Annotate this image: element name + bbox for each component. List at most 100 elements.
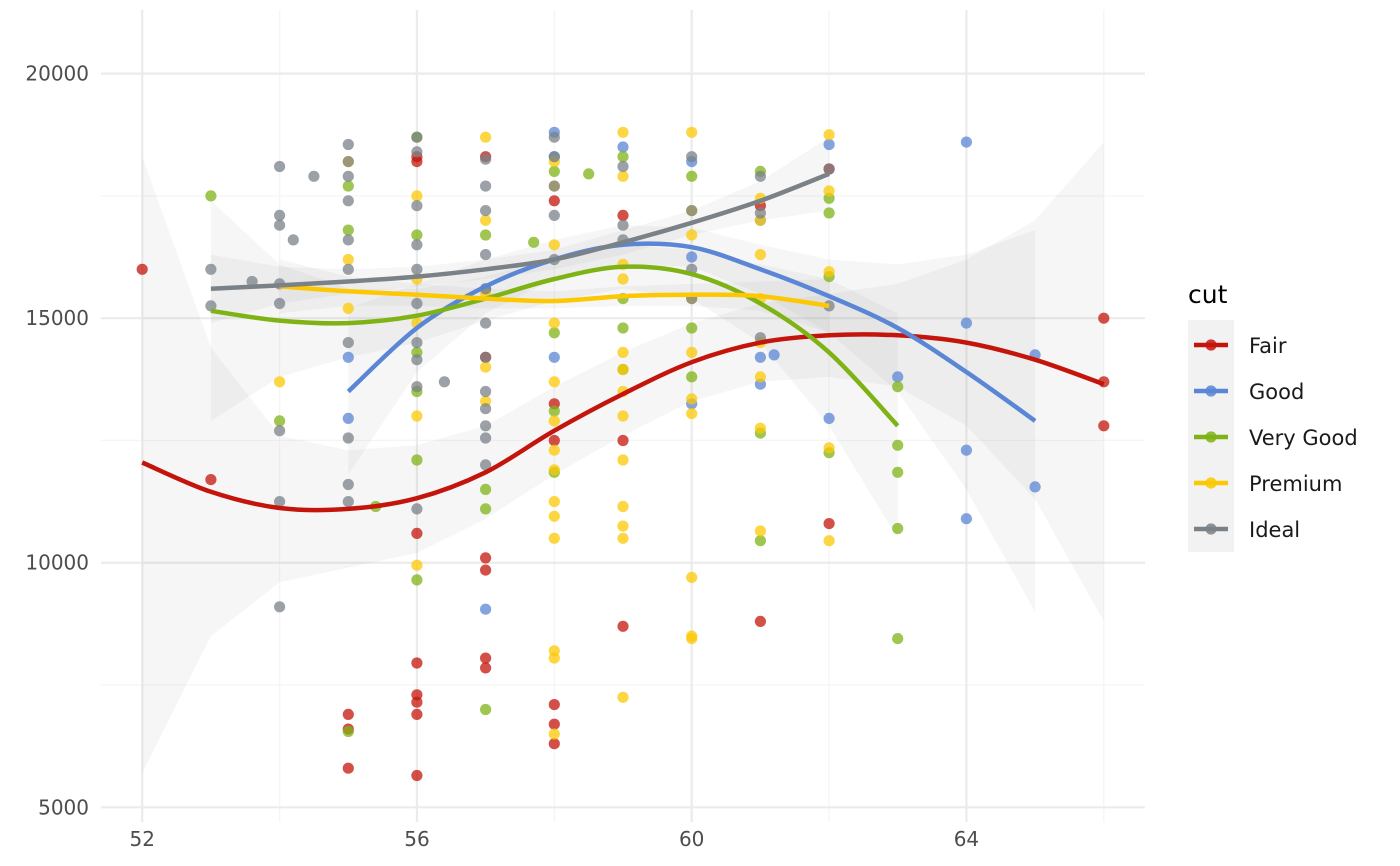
point-very-good (686, 170, 698, 182)
point-premium (548, 239, 560, 251)
point-premium (686, 408, 698, 420)
point-fair (548, 718, 560, 730)
point-good (342, 412, 354, 424)
point-good (823, 138, 835, 151)
point-premium (754, 371, 767, 383)
point-very-good (617, 322, 629, 334)
point-very-good (548, 405, 560, 417)
point-ideal (411, 381, 423, 393)
point-very-good (823, 207, 835, 219)
point-fair (617, 620, 629, 632)
point-very-good (480, 229, 492, 241)
point-premium (548, 464, 560, 476)
point-ideal (411, 337, 423, 349)
point-good (960, 513, 973, 525)
point-premium (548, 652, 560, 664)
point-ideal (617, 219, 629, 231)
point-ideal (205, 300, 217, 312)
point-premium (617, 273, 629, 285)
point-ideal (342, 138, 354, 151)
point-good (480, 603, 492, 615)
point-ideal (480, 432, 492, 444)
point-ideal (274, 297, 286, 310)
confidence-band-ideal (210, 137, 830, 324)
point-very-good (686, 371, 698, 383)
legend-label-very-good: Very Good (1249, 426, 1358, 450)
point-premium (686, 229, 698, 241)
point-ideal (480, 205, 492, 217)
point-premium (617, 363, 629, 376)
x-tick-label: 56 (404, 827, 429, 851)
point-fair (1098, 420, 1110, 432)
y-tick-label: 20000 (25, 62, 89, 86)
point-fair (342, 762, 354, 774)
point-ideal (274, 496, 286, 508)
point-ideal (480, 351, 492, 363)
point-fair (411, 696, 423, 708)
point-very-good (342, 725, 354, 738)
legend-key-point-ideal (1205, 523, 1217, 535)
point-good (1029, 481, 1041, 493)
point-very-good (342, 180, 354, 192)
point-fair (548, 738, 560, 750)
point-good (960, 136, 973, 148)
point-ideal (480, 249, 492, 261)
point-very-good (480, 483, 492, 495)
point-good (686, 251, 698, 263)
point-ideal (274, 219, 286, 231)
point-premium (754, 525, 767, 537)
point-premium (548, 444, 560, 456)
point-good (768, 349, 780, 361)
point-premium (686, 571, 698, 584)
point-very-good (274, 415, 286, 427)
point-premium (548, 317, 560, 329)
point-very-good (411, 229, 423, 241)
point-ideal (548, 180, 560, 192)
point-premium (548, 532, 560, 544)
point-ideal (411, 131, 423, 143)
point-very-good (754, 535, 767, 547)
point-ideal (274, 425, 286, 437)
point-fair (342, 708, 354, 721)
point-ideal (342, 263, 354, 275)
point-premium (548, 415, 560, 427)
point-fair (411, 657, 423, 669)
point-premium (617, 126, 629, 138)
point-very-good (548, 327, 560, 339)
confidence-band-fair (142, 142, 1104, 774)
point-premium (617, 520, 629, 532)
point-premium (823, 535, 835, 547)
point-premium (548, 376, 560, 388)
point-premium (617, 346, 629, 358)
point-good (892, 371, 904, 383)
point-ideal (548, 209, 560, 221)
point-ideal (411, 263, 423, 275)
point-very-good (686, 322, 698, 334)
point-ideal (342, 496, 354, 508)
point-premium (617, 500, 629, 513)
point-ideal (274, 601, 286, 613)
point-very-good (892, 381, 904, 393)
point-ideal (342, 478, 354, 491)
point-ideal (754, 170, 767, 182)
point-ideal (480, 153, 492, 165)
point-fair (411, 527, 423, 540)
point-fair (1098, 312, 1110, 324)
point-premium (342, 302, 354, 314)
point-good (548, 351, 560, 363)
point-premium (823, 129, 835, 141)
point-premium (754, 249, 767, 261)
point-fair (480, 662, 492, 674)
smooth-line-ideal (210, 171, 830, 292)
point-good (754, 351, 767, 363)
point-ideal (480, 403, 492, 415)
point-very-good (892, 633, 904, 645)
point-ideal (686, 151, 698, 163)
point-fair (205, 474, 217, 486)
legend-key-point-very-good (1205, 431, 1217, 443)
point-premium (754, 422, 767, 434)
point-good (823, 412, 835, 424)
point-premium (548, 496, 560, 508)
point-ideal (342, 195, 354, 207)
